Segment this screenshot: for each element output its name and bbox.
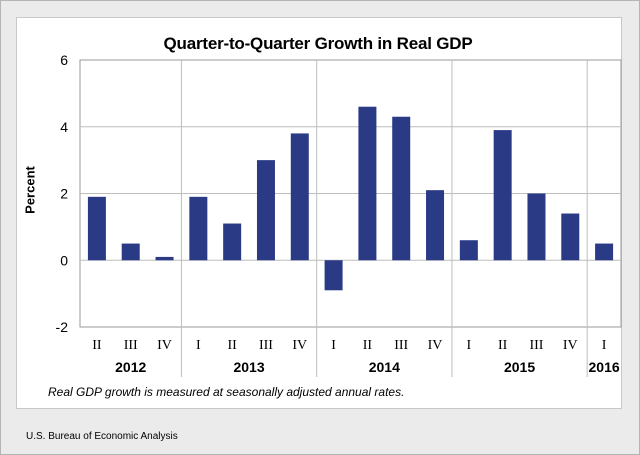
x-tick-label: II — [363, 338, 373, 353]
x-tick-label: IV — [292, 338, 307, 353]
bar — [189, 196, 208, 261]
bar — [223, 223, 242, 261]
x-tick-label: I — [331, 338, 336, 353]
bar — [324, 260, 343, 291]
x-tick-label: III — [124, 338, 138, 353]
y-tick-label: 4 — [60, 119, 68, 135]
x-tick-label: III — [529, 338, 543, 353]
year-label: 2012 — [115, 359, 146, 375]
bar — [527, 193, 546, 261]
y-tick-label: 6 — [60, 52, 68, 68]
x-tick-label: III — [259, 338, 273, 353]
y-tick-label: 2 — [60, 186, 68, 202]
x-tick-label: I — [602, 338, 607, 353]
source-credit: U.S. Bureau of Economic Analysis — [26, 431, 178, 442]
bar — [459, 240, 478, 261]
y-tick-label: -2 — [56, 319, 69, 335]
bar — [493, 130, 512, 261]
year-label: 2016 — [589, 359, 620, 375]
x-tick-label: I — [467, 338, 472, 353]
bar — [256, 160, 275, 261]
chart-title: Quarter-to-Quarter Growth in Real GDP — [163, 34, 473, 53]
x-tick-label: I — [196, 338, 201, 353]
chart-panel — [16, 17, 622, 409]
footnote: Real GDP growth is measured at seasonall… — [48, 385, 405, 399]
bar — [155, 256, 174, 261]
bar — [595, 243, 614, 261]
x-tick-label: III — [394, 338, 408, 353]
x-tick-label: II — [227, 338, 237, 353]
x-tick-label: IV — [428, 338, 443, 353]
bar — [358, 106, 377, 261]
year-label: 2015 — [504, 359, 535, 375]
x-tick-label: II — [92, 338, 102, 353]
x-tick-label: IV — [157, 338, 172, 353]
bar — [290, 133, 309, 261]
year-label: 2014 — [369, 359, 400, 375]
x-tick-label: II — [498, 338, 508, 353]
bar — [426, 190, 445, 261]
bar — [121, 243, 140, 261]
y-tick-label: 0 — [60, 252, 68, 268]
year-label: 2013 — [233, 359, 264, 375]
bar — [87, 196, 106, 261]
bar — [392, 116, 411, 261]
bar — [561, 213, 580, 261]
x-tick-label: IV — [563, 338, 578, 353]
